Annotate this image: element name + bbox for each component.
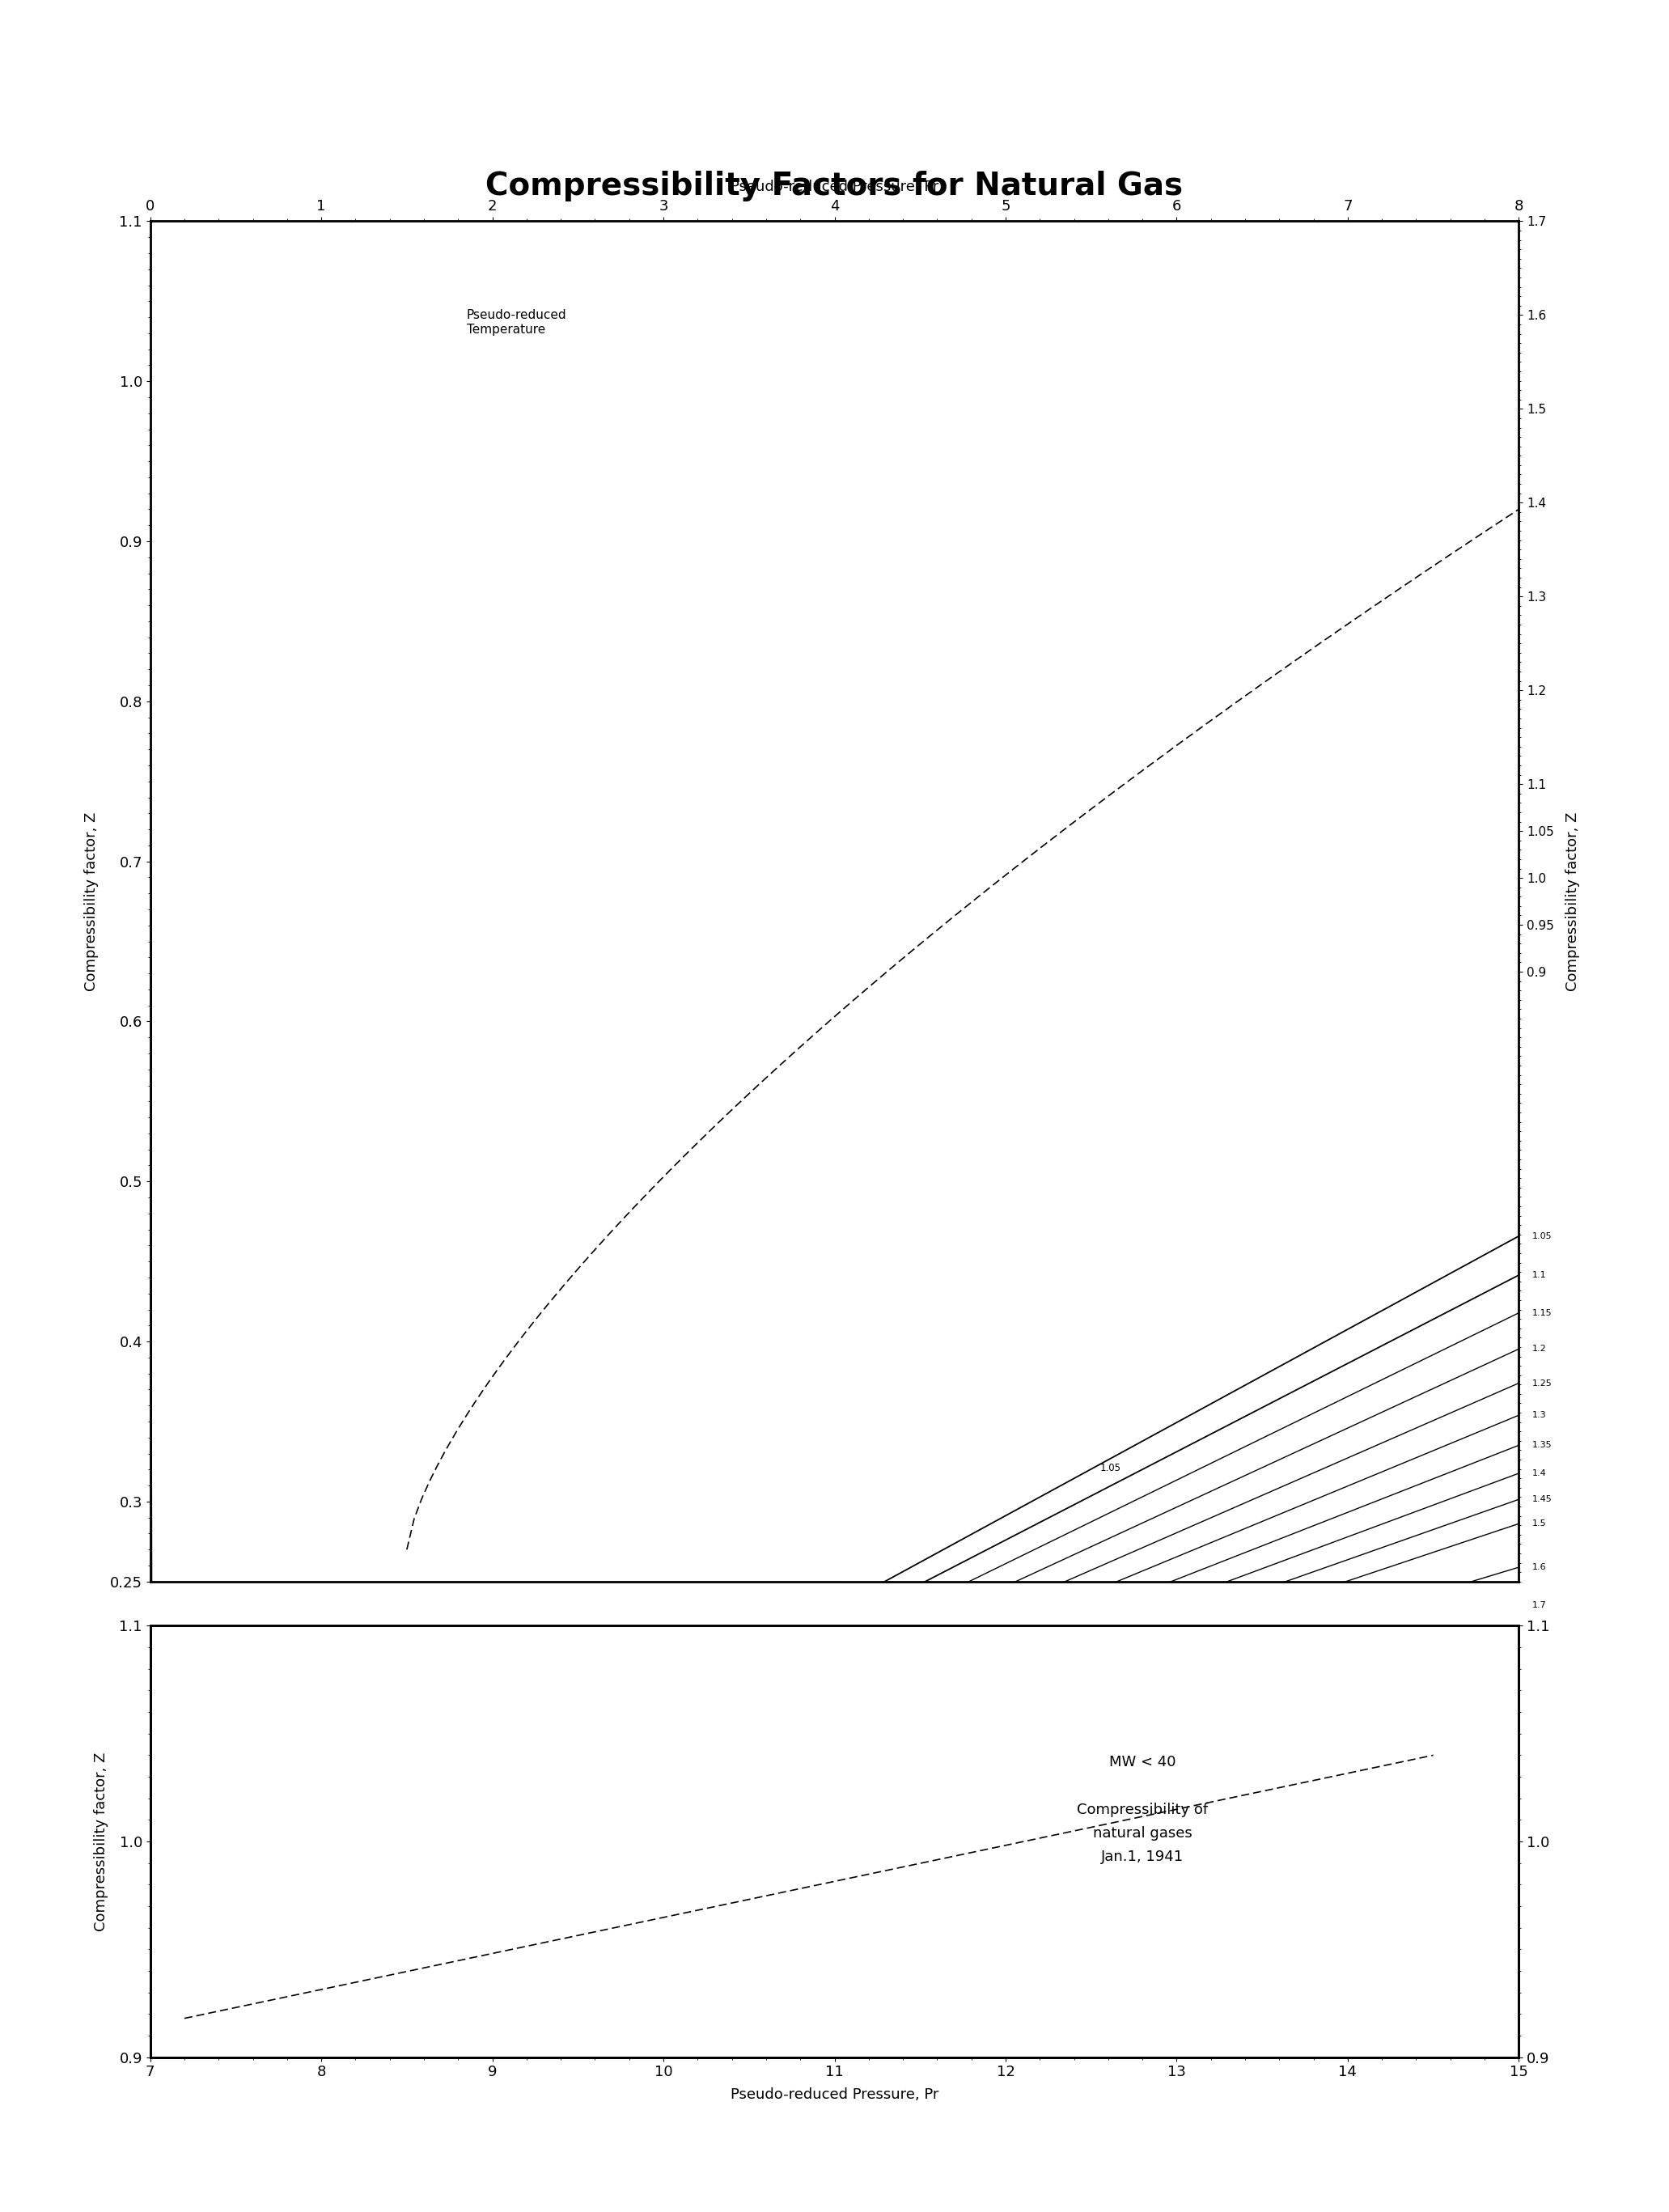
Text: 1.4: 1.4: [1532, 1469, 1547, 1478]
X-axis label: Pseudo-reduced Pressure, Pr: Pseudo-reduced Pressure, Pr: [731, 2088, 938, 2101]
Text: 1.45: 1.45: [1532, 1495, 1552, 1504]
Y-axis label: Compressibility factor, Z: Compressibility factor, Z: [1566, 812, 1581, 991]
Text: MW < 40

Compressibility of
natural gases
Jan.1, 1941: MW < 40 Compressibility of natural gases…: [1077, 1754, 1208, 1865]
Text: Compressibility Factors for Natural Gas: Compressibility Factors for Natural Gas: [486, 170, 1183, 201]
Text: 1.1: 1.1: [1532, 1272, 1547, 1279]
Text: 1.6: 1.6: [1532, 1564, 1547, 1571]
Text: 1.05: 1.05: [1532, 1232, 1552, 1241]
Y-axis label: Compressibility factor, Z: Compressibility factor, Z: [83, 812, 98, 991]
X-axis label: Pseudo-reduced Pressure, Pr: Pseudo-reduced Pressure, Pr: [731, 179, 938, 195]
Text: 1.25: 1.25: [1532, 1378, 1552, 1387]
Text: 1.7: 1.7: [1532, 1601, 1547, 1608]
Text: 1.2: 1.2: [1532, 1345, 1547, 1354]
Text: 1.15: 1.15: [1532, 1310, 1552, 1316]
Y-axis label: Compressibility factor, Z: Compressibility factor, Z: [93, 1752, 108, 1931]
Text: 1.3: 1.3: [1532, 1411, 1547, 1420]
Text: 1.5: 1.5: [1532, 1520, 1547, 1528]
Text: 1.35: 1.35: [1532, 1442, 1552, 1449]
Text: 1.05: 1.05: [1100, 1462, 1120, 1473]
Text: Pseudo-reduced
Temperature: Pseudo-reduced Temperature: [467, 310, 567, 336]
